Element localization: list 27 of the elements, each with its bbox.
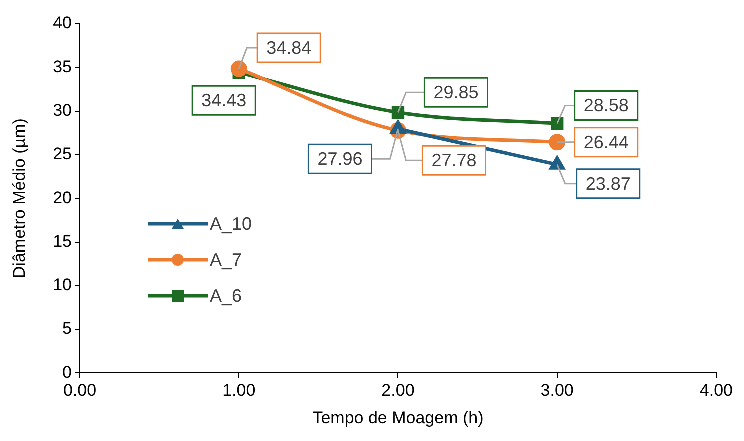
x-tick-label: 3.00	[540, 381, 574, 400]
x-axis-title: Tempo de Moagem (h)	[312, 408, 484, 428]
data-label: 27.78	[432, 150, 477, 171]
y-tick-label: 25	[53, 144, 72, 164]
y-tick-label: 20	[53, 188, 72, 208]
y-axis-title: Diâmetro Médio (µm)	[10, 118, 29, 279]
y-tick-label: 15	[53, 232, 72, 251]
data-label: 23.87	[586, 174, 631, 194]
data-label: 27.96	[318, 149, 363, 170]
y-tick-label: 5	[62, 319, 72, 338]
y-tick-label: 10	[53, 276, 72, 295]
legend-label: A_6	[210, 286, 242, 306]
data-label: 26.44	[584, 132, 629, 152]
data-label: 29.85	[434, 82, 479, 103]
data-label: 28.58	[584, 96, 629, 116]
y-tick-label: 35	[53, 57, 72, 76]
y-tick-label: 0	[62, 362, 72, 382]
legend-label: A_7	[210, 250, 242, 270]
data-label: 34.43	[202, 90, 247, 111]
x-tick-label: 2.00	[382, 381, 415, 400]
legend-label: A_10	[210, 214, 252, 234]
x-tick-label: 0.00	[63, 381, 97, 400]
x-tick-label: 1.00	[222, 381, 256, 400]
y-tick-label: 40	[53, 14, 72, 33]
y-tick-label: 30	[53, 100, 72, 120]
x-tick-label: 4.00	[700, 381, 734, 400]
data-label: 34.84	[266, 38, 312, 58]
